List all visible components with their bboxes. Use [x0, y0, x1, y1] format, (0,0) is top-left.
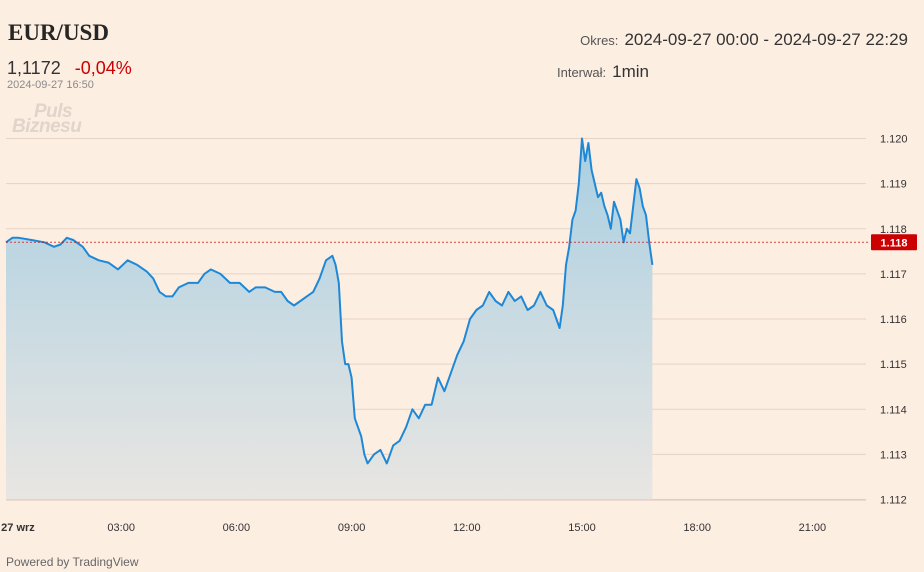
y-tick-label: 1.112 [880, 495, 907, 507]
period-info: Okres: 2024-09-27 00:00 - 2024-09-27 22:2… [580, 30, 908, 50]
chart: 1.112 1.113 1.114 1.115 1.116 1.117 1.118 1.119… [1, 134, 917, 534]
interval-value: 1min [612, 62, 649, 81]
logo-line-2: Biznesu [12, 116, 82, 137]
y-tick-label: 1.113 [880, 449, 907, 461]
price-timestamp: 2024-09-27 16:50 [7, 79, 94, 91]
y-tick-label: 1.117 [880, 269, 907, 281]
x-tick-label: 18:00 [683, 522, 711, 534]
y-tick-label: 1.120 [880, 134, 908, 146]
interval-label: Interwał: [557, 65, 607, 80]
x-tick-label: 03:00 [107, 522, 135, 534]
y-tick-label: 1.115 [880, 359, 907, 371]
powered-by-link[interactable]: Powered by TradingView [6, 555, 139, 569]
period-label: Okres: [580, 33, 619, 48]
price-change: -0,04% [74, 58, 132, 78]
x-tick-label: 27 wrz [1, 522, 35, 534]
y-tick-label: 1.114 [880, 404, 907, 416]
y-tick-label: 1.119 [880, 179, 907, 191]
x-tick-label: 21:00 [799, 522, 827, 534]
x-tick-label: 06:00 [223, 522, 251, 534]
period-value: 2024-09-27 00:00 - 2024-09-27 22:29 [624, 30, 908, 49]
puls-biznesu-logo: Puls Biznesu [12, 101, 82, 137]
interval-info: Interwał: 1min [557, 62, 649, 82]
current-price: 1,1172 [7, 58, 61, 78]
symbol-title: EUR/USD [8, 20, 109, 45]
price-line [5, 137, 654, 465]
logo-line-1: Puls [34, 101, 73, 122]
last-price-label: 1.118 [881, 237, 908, 249]
price-row: 1,1172 -0,04% [7, 58, 132, 79]
y-tick-label: 1.116 [880, 314, 907, 326]
y-tick-label: 1.118 [880, 224, 907, 236]
x-tick-label: 15:00 [568, 522, 596, 534]
x-tick-label: 12:00 [453, 522, 481, 534]
price-area [6, 138, 653, 500]
last-price-badge [871, 234, 917, 251]
x-tick-label: 09:00 [338, 522, 366, 534]
